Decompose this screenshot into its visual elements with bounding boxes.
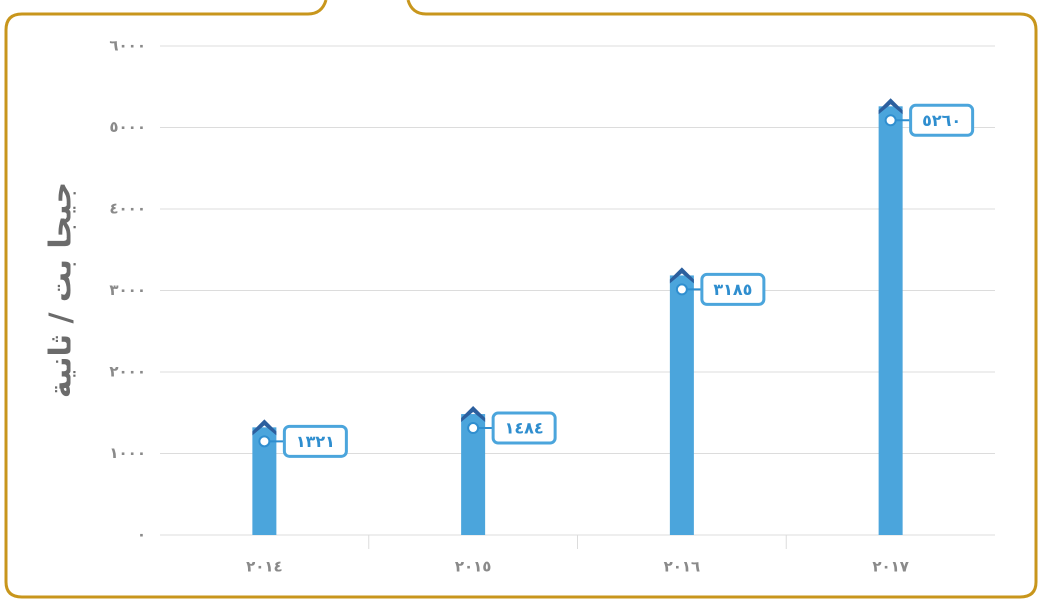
label-box [909, 103, 975, 137]
bar-cap [878, 98, 903, 115]
y-tick-label: ٠ [137, 526, 146, 544]
label-dot [675, 283, 688, 296]
label-dot [884, 114, 897, 127]
bar [461, 414, 486, 535]
bar-cap [461, 406, 486, 423]
y-tick-label: ٦٠٠٠ [109, 37, 146, 55]
y-tick-label: ٥٠٠٠ [109, 118, 146, 136]
value-label: ٥٢٦٠ [922, 111, 961, 130]
x-tick-label: ٢٠١٦ [664, 558, 701, 576]
label-box [491, 411, 557, 445]
bar-cap [669, 267, 694, 284]
bar [669, 275, 694, 535]
y-tick-label: ١٠٠٠ [109, 444, 146, 462]
value-label: ٣١٨٥ [713, 280, 752, 299]
value-label: ١٤٨٤ [505, 419, 544, 438]
x-tick-label: ٢٠١٧ [872, 558, 909, 576]
x-tick-label: ٢٠١٤ [246, 558, 283, 576]
bar [878, 106, 903, 535]
y-tick-label: ٢٠٠٠ [109, 363, 146, 381]
bar-cap [252, 419, 277, 436]
value-label: ١٣٢١ [296, 432, 335, 451]
x-tick-label: ٢٠١٥ [455, 558, 492, 576]
label-box [700, 272, 766, 306]
label-box [282, 424, 348, 458]
y-axis-title: جيجا بت / ثانية [44, 182, 79, 398]
label-dot [467, 422, 480, 435]
y-tick-label: ٣٠٠٠ [109, 281, 146, 299]
frame [4, 0, 1038, 599]
y-tick-label: ٤٠٠٠ [109, 200, 146, 218]
label-dot [258, 435, 271, 448]
